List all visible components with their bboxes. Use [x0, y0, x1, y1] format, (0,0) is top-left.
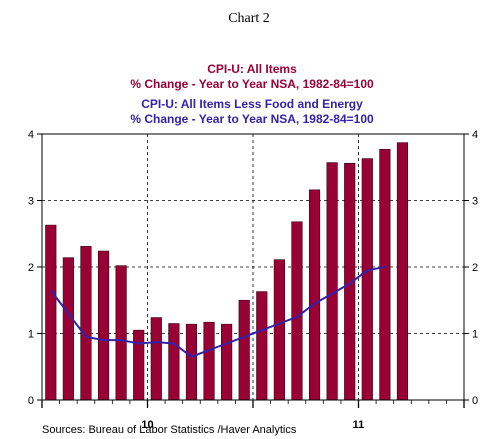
bar-15	[308, 189, 321, 401]
bar-20	[396, 142, 409, 401]
bar-13	[273, 259, 285, 401]
ytick-label-left-1: 1	[28, 329, 34, 341]
bar-1	[62, 257, 74, 401]
bar-0	[45, 224, 57, 401]
ytick-label-left-4: 4	[28, 129, 34, 141]
chart-header: Chart 2	[228, 11, 270, 26]
bar-18	[361, 158, 373, 401]
title-1-line2: % Change - Year to Year NSA, 1982-84=100	[130, 77, 374, 91]
bar-16	[326, 162, 338, 401]
ytick-label-right-0: 0	[472, 395, 478, 407]
ytick-label-right-4: 4	[472, 129, 478, 141]
line-layer	[50, 266, 386, 358]
title-1-line1: CPI-U: All Items	[207, 62, 297, 76]
bar-7	[168, 323, 180, 401]
line-series-core	[50, 266, 386, 358]
ytick-label-left-2: 2	[28, 262, 34, 274]
bars-layer	[45, 142, 409, 401]
year-label-10: 10	[141, 419, 153, 431]
axis-layer: 0 01 12 23 34 410 11	[28, 129, 478, 431]
year-label-11: 11	[353, 419, 365, 431]
ytick-label-right-2: 2	[472, 262, 478, 274]
bar-9	[203, 321, 215, 401]
bar-6	[150, 317, 162, 401]
bar-19	[379, 148, 391, 401]
bar-4	[115, 265, 127, 401]
bar-14	[291, 221, 303, 401]
title-2-line1: CPI-U: All Items Less Food and Energy	[141, 97, 363, 111]
ytick-label-left-0: 0	[28, 395, 34, 407]
bar-8	[185, 323, 198, 401]
title-2-line2: % Change - Year to Year NSA, 1982-84=100	[130, 112, 374, 126]
ytick-label-left-3: 3	[28, 196, 34, 208]
bar-11	[238, 299, 250, 401]
bar-5	[133, 329, 145, 401]
ytick-label-right-1: 1	[472, 329, 478, 341]
ytick-label-right-3: 3	[472, 196, 478, 208]
bar-2	[80, 246, 92, 401]
source-note: Sources: Bureau of Labor Statistics /Hav…	[42, 424, 297, 436]
bar-3	[97, 250, 110, 401]
bar-12	[256, 291, 268, 401]
bar-10	[221, 323, 233, 401]
